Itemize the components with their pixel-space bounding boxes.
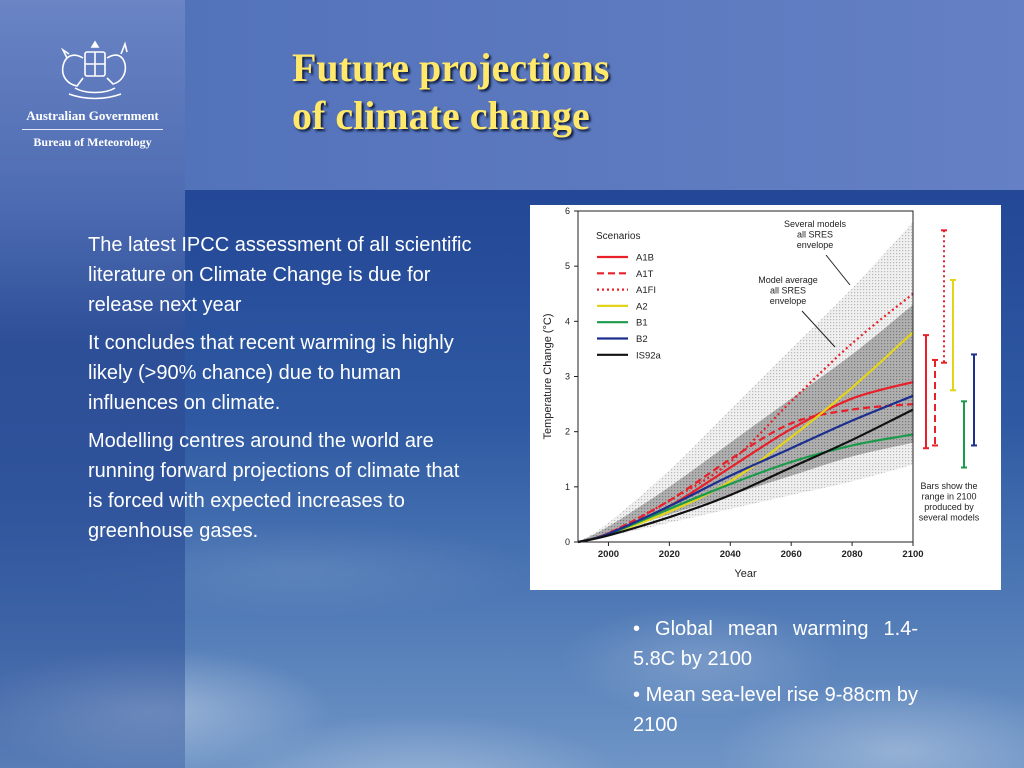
- legend-label: A1T: [636, 269, 654, 280]
- agency-name: Bureau of Meteorology: [33, 135, 152, 149]
- bullet-item: • Global mean warming 1.4-5.8C by 2100: [633, 618, 918, 670]
- coat-of-arms-icon: [60, 40, 128, 100]
- x-axis-label: Year: [734, 568, 757, 580]
- annotation-bars-note: Bars show the range in 2100 produced by sev…: [919, 481, 980, 523]
- x-tick-label: 2060: [781, 549, 802, 560]
- x-tick-label: 2100: [902, 549, 923, 560]
- legend-label: IS92a: [636, 350, 662, 361]
- y-axis-label: Temperature Change (°C): [542, 313, 554, 439]
- body-text: The latest IPCC assessment of all scient…: [88, 230, 473, 554]
- legend-label: B1: [636, 318, 648, 329]
- y-tick-label: 0: [565, 537, 570, 547]
- series-line-is92a: [577, 408, 914, 544]
- paragraph: The latest IPCC assessment of all scient…: [88, 234, 472, 316]
- annotation-arrow: [801, 310, 836, 348]
- slide-title: Future projections of climate change: [292, 44, 609, 140]
- projection-chart: 0 1 2 3 4 5 6 2000 2020 2040 2060 2080 2100 Year Tempe…: [530, 205, 1001, 590]
- legend-label: A1B: [636, 253, 654, 264]
- y-tick-label: 4: [565, 316, 570, 326]
- key-points: • Global mean warming 1.4-5.8C by 2100 •…: [633, 614, 918, 746]
- divider: [22, 129, 163, 130]
- x-tick-label: 2020: [659, 549, 680, 560]
- legend-title: Scenarios: [596, 231, 640, 242]
- annotation-several-models: Several models all SRES envelope: [784, 219, 847, 250]
- y-tick-label: 1: [565, 482, 570, 492]
- x-tick-label: 2040: [720, 549, 741, 560]
- bullet-item: • Mean sea-level rise 9-88cm by 2100: [633, 684, 918, 736]
- paragraph: It concludes that recent warming is high…: [88, 332, 454, 414]
- annotation-model-average: Model average all SRES envelope: [758, 275, 818, 306]
- x-tick-label: 2080: [842, 549, 863, 560]
- y-tick-label: 3: [565, 372, 570, 382]
- paragraph: Modelling centres around the world are r…: [88, 430, 460, 542]
- series-line-b2: [577, 394, 914, 544]
- annotation-arrow: [825, 254, 851, 286]
- government-name: Australian Government: [26, 108, 159, 123]
- legend-label: A2: [636, 301, 648, 312]
- title-line-1: Future projections: [292, 45, 610, 90]
- y-tick-label: 5: [565, 261, 570, 271]
- legend-label: B2: [636, 334, 648, 345]
- y-tick-label: 6: [565, 206, 570, 216]
- chart-svg: 0 1 2 3 4 5 6 2000 2020 2040 2060 2080 2100 Year Tempe…: [542, 206, 980, 580]
- x-tick-label: 2000: [598, 549, 619, 560]
- legend-label: A1FI: [636, 285, 656, 296]
- y-tick-label: 2: [565, 427, 570, 437]
- logo-panel: [0, 0, 185, 768]
- title-line-2: of climate change: [292, 93, 590, 138]
